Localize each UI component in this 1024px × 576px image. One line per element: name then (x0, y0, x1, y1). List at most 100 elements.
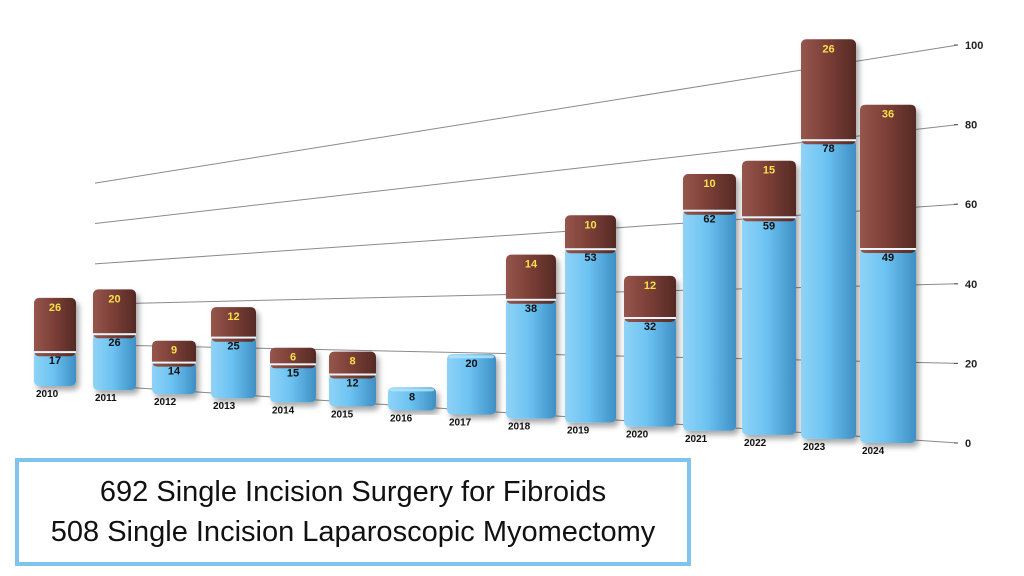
caption-line-2: 508 Single Incision Laparoscopic Myomect… (50, 516, 656, 548)
data-label-brown: 15 (763, 165, 775, 177)
y-tick-label: 0 (965, 438, 971, 450)
data-label-brown: 20 (108, 293, 120, 305)
bar-stack (742, 160, 796, 435)
caption-line-1: 692 Single Incision Surgery for Fibroids (99, 476, 607, 508)
bar-stack (506, 254, 556, 419)
bar-segment-blue (801, 139, 856, 439)
data-label-brown: 10 (584, 219, 596, 231)
bar-stack (388, 387, 436, 411)
bar-segment-brown (93, 289, 136, 339)
data-label-blue: 62 (703, 214, 715, 226)
data-label-brown: 6 (290, 352, 296, 364)
data-label-blue: 15 (287, 367, 299, 379)
data-label-blue: 17 (49, 355, 61, 367)
bar-segment-divider (211, 336, 256, 339)
x-tick-label: 2017 (449, 418, 472, 429)
bar-segment-brown (211, 307, 256, 342)
y-tick-label: 80 (965, 120, 977, 132)
bar-highlight (390, 388, 434, 392)
x-tick-label: 2018 (508, 422, 531, 433)
data-label-brown: 14 (525, 259, 538, 271)
bar-stack (624, 275, 676, 427)
y-tick-label: 20 (965, 358, 977, 370)
data-label-brown: 8 (349, 356, 355, 368)
bar-segment-blue (683, 209, 736, 431)
bar-segment-brown (801, 39, 856, 145)
bar-segment-brown (152, 340, 196, 367)
bar-segment-divider (329, 373, 376, 376)
bar-stack (801, 39, 856, 439)
bar-segment-divider (624, 317, 676, 319)
data-label-blue: 53 (584, 252, 596, 264)
data-label-blue: 20 (465, 358, 477, 370)
bar-segment-blue (742, 216, 796, 435)
labels: 0204060801001726201026202011149201225122… (36, 40, 983, 457)
x-tick-label: 2011 (95, 393, 117, 404)
data-label-brown: 9 (171, 345, 177, 357)
bar-segment-divider (683, 209, 736, 212)
data-label-blue: 14 (168, 366, 181, 378)
data-label-blue: 49 (882, 252, 894, 264)
bar-segment-blue (624, 317, 676, 427)
bar-segment-brown (270, 347, 316, 369)
bar-segment-divider (34, 351, 76, 354)
bar-segment-blue (270, 363, 316, 403)
data-label-brown: 26 (822, 43, 834, 55)
x-tick-label: 2014 (272, 405, 295, 416)
x-tick-label: 2019 (567, 426, 590, 437)
bar-segment-divider (801, 139, 856, 142)
bar-segment-blue (447, 354, 496, 415)
bar-segment-divider (270, 363, 316, 366)
x-tick-label: 2023 (803, 442, 826, 453)
data-label-brown: 36 (882, 109, 894, 121)
bar-segment-brown (329, 351, 376, 379)
data-label-blue: 8 (409, 391, 415, 403)
data-label-blue: 25 (227, 341, 239, 353)
bar-segment-blue (565, 248, 616, 423)
bar-stack (93, 289, 136, 391)
x-tick-label: 2024 (862, 446, 885, 457)
x-tick-label: 2016 (390, 413, 413, 424)
bar-segment-blue (211, 336, 256, 399)
bar-segment-blue (152, 361, 196, 395)
data-label-blue: 32 (644, 321, 656, 333)
bar-segment-divider (93, 333, 136, 336)
bar-stack (34, 297, 76, 386)
data-label-blue: 59 (763, 220, 775, 232)
bar-segment-blue (388, 387, 436, 411)
bar-segment-blue (506, 298, 556, 419)
bar-segment-brown (742, 160, 796, 222)
data-label-brown: 26 (49, 302, 61, 314)
bar-segment-brown (860, 104, 916, 253)
x-tick-label: 2020 (626, 430, 649, 441)
x-tick-label: 2022 (744, 438, 767, 449)
bar-segment-brown (506, 254, 556, 304)
x-tick-label: 2021 (685, 434, 708, 445)
data-label-brown: 12 (227, 311, 239, 323)
bar-segment-divider (506, 298, 556, 301)
bar-stack (683, 174, 736, 431)
bar-stack (329, 351, 376, 407)
x-tick-label: 2013 (213, 401, 236, 412)
bar-segment-divider (565, 248, 616, 251)
data-label-blue: 78 (822, 143, 834, 155)
bar-stack (860, 104, 916, 443)
bar-segment-brown (624, 275, 676, 322)
data-label-blue: 26 (108, 337, 120, 349)
bar-segment-blue (860, 248, 916, 443)
x-tick-label: 2015 (331, 409, 354, 420)
bar-segment-brown (565, 215, 616, 254)
bar-segment-blue (329, 373, 376, 407)
bar-segment-divider (152, 361, 196, 364)
bar-segment-blue (93, 333, 136, 391)
bar-stack (565, 215, 616, 423)
x-tick-label: 2010 (36, 389, 59, 400)
bar-highlight (449, 355, 494, 359)
caption-box: 692 Single Incision Surgery for Fibroids… (15, 458, 691, 566)
bars (34, 39, 916, 443)
bar-stack (447, 354, 496, 415)
bar-segment-divider (860, 248, 916, 250)
y-tick-label: 40 (965, 279, 977, 291)
bar-stack (211, 307, 256, 399)
